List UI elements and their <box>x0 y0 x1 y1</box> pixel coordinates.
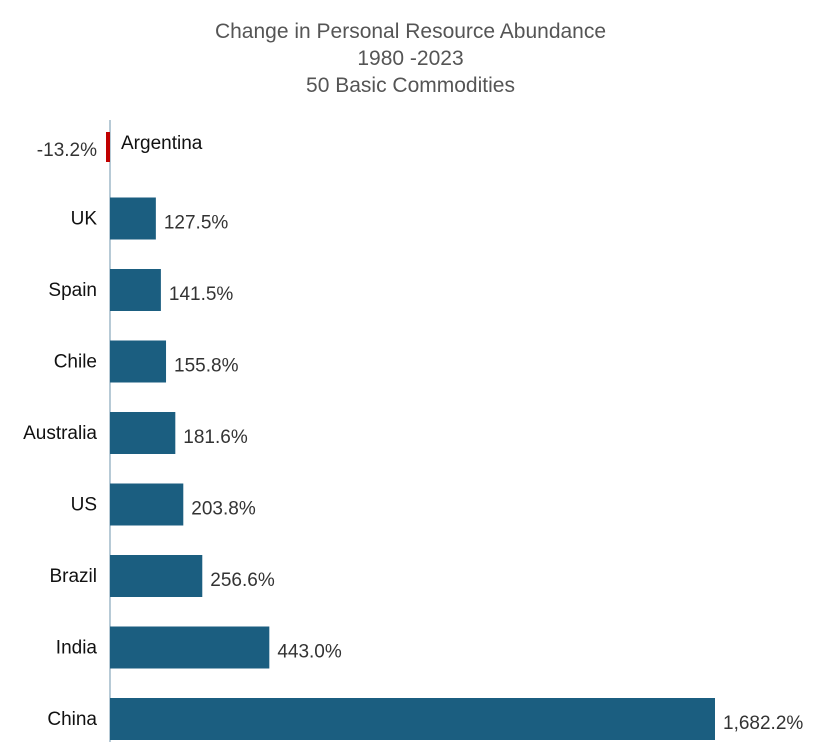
chart-title-line-1: Change in Personal Resource Abundance <box>214 20 607 43</box>
category-label-china: China <box>47 709 97 730</box>
category-label-spain: Spain <box>48 280 97 301</box>
bar-spain <box>110 269 161 311</box>
value-label-india: 443.0% <box>277 642 342 663</box>
bar-brazil <box>110 555 203 597</box>
value-label-brazil: 256.6% <box>210 570 275 591</box>
value-label-argentina: -13.2% <box>37 140 97 161</box>
value-label-chile: 155.8% <box>174 356 239 377</box>
chart-title: Change in Personal Resource Abundance 19… <box>0 18 821 99</box>
chart-title-line-2: 1980 -2023 <box>357 47 464 70</box>
category-label-us: US <box>71 495 97 516</box>
bar-us <box>110 483 184 526</box>
category-label-uk: UK <box>71 209 98 230</box>
value-label-australia: 181.6% <box>183 427 248 448</box>
bar-india <box>110 626 270 669</box>
bar-australia <box>110 412 176 454</box>
category-label-india: India <box>56 638 98 659</box>
bar-china <box>110 698 715 740</box>
value-label-uk: 127.5% <box>164 213 229 234</box>
value-label-china: 1,682.2% <box>723 713 803 734</box>
bar-chile <box>110 340 167 383</box>
category-label-chile: Chile <box>54 352 97 373</box>
bar-argentina <box>106 132 110 162</box>
chart-title-line-3: 50 Basic Commodities <box>306 74 515 97</box>
category-label-brazil: Brazil <box>49 566 97 587</box>
category-label-australia: Australia <box>23 423 97 444</box>
value-label-spain: 141.5% <box>169 284 234 305</box>
value-label-us: 203.8% <box>191 499 256 520</box>
bar-uk <box>110 197 156 240</box>
category-label-argentina: Argentina <box>121 133 203 154</box>
